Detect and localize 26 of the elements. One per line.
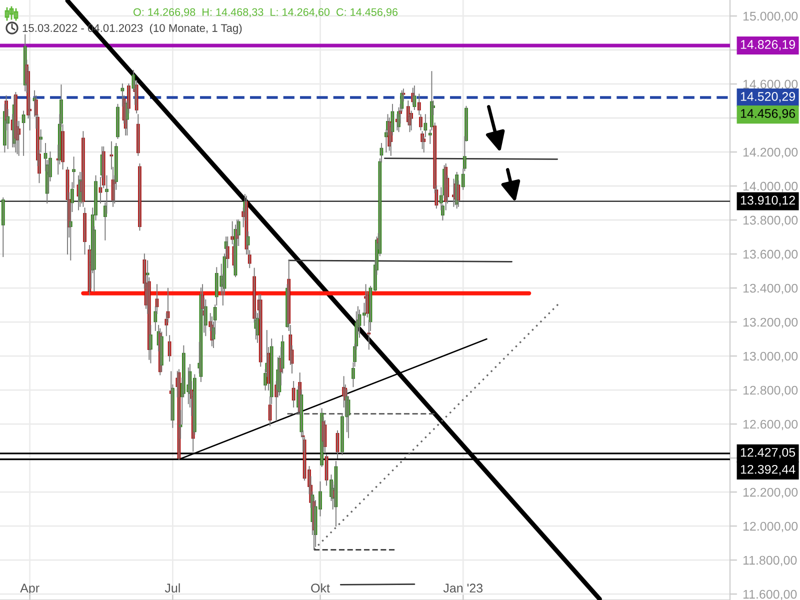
- x-tick-label: Jan '23: [443, 584, 483, 593]
- y-tick-label: 14.600,00: [743, 80, 798, 90]
- text: O: 14.266,98 H: 14.468,33 L: 14.264,60 C: 14.456,96: [134, 8, 398, 18]
- y-tick-label: 11.600,00: [743, 590, 797, 600]
- y-tick-label: 13.000,00: [743, 352, 798, 362]
- y-tick-label: 13.200,00: [743, 318, 798, 328]
- y-tick-label: 11.800,00: [743, 556, 797, 566]
- y-tick-label: 14.000,00: [743, 182, 798, 192]
- ref-line-label: 12.392,44: [740, 464, 796, 476]
- y-tick-label: 13.400,00: [743, 284, 798, 294]
- y-tick-label: 15.000,00: [743, 12, 798, 22]
- ref-line-label: 13.910,12: [740, 196, 795, 206]
- y-tick-label: 12.600,00: [743, 420, 798, 430]
- x-tick-label: Jul: [164, 583, 180, 593]
- y-tick-label: 12.200,00: [743, 488, 798, 498]
- y-tick-label: 13.800,00: [743, 216, 798, 226]
- y-tick-label: 13.600,00: [743, 250, 798, 260]
- y-tick-label: 12.800,00: [743, 386, 798, 396]
- x-tick-label: Okt: [311, 583, 330, 593]
- text: 14.456,96: [740, 109, 796, 120]
- x-tick-label: Apr: [20, 584, 40, 595]
- ref-line-label: 12.427,05: [740, 448, 796, 458]
- y-tick-label: 12.000,00: [743, 522, 798, 532]
- ref-line-label: 14.520,29: [740, 92, 796, 102]
- ref-line-label: 14.826,19: [740, 40, 796, 50]
- y-tick-label: 14.200,00: [743, 148, 798, 158]
